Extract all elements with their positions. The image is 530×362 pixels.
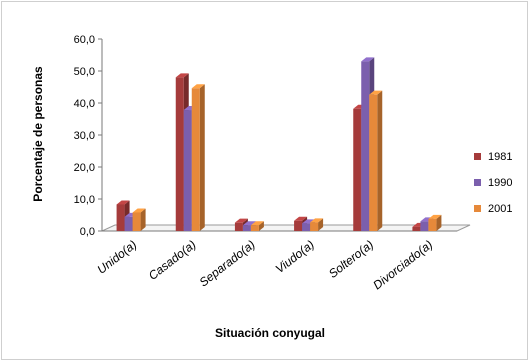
legend-label: 1981 <box>488 151 512 163</box>
bar-front <box>132 212 141 231</box>
bar <box>191 84 205 231</box>
bar-front <box>294 220 303 231</box>
legend-item: 1990 <box>474 177 512 189</box>
x-tick-label: Divorciado(a) <box>370 237 435 292</box>
legend-item: 2001 <box>474 203 512 215</box>
bar-top <box>302 219 316 224</box>
bar-front <box>412 226 421 231</box>
bar-top <box>310 218 324 223</box>
bar-front <box>175 77 184 232</box>
bar-front <box>310 222 319 231</box>
bar-top <box>242 221 256 226</box>
bar-front <box>302 223 311 231</box>
bar <box>310 218 324 231</box>
x-axis-tick-labels: Unido(a) Casado(a)Separado(a) Viudo(a) Solt… <box>95 237 436 292</box>
bar-side <box>199 84 205 231</box>
bar-front <box>361 61 370 232</box>
bar-side <box>377 90 383 232</box>
bar-side <box>436 214 442 231</box>
y-tick-label: 30,0 <box>74 130 95 142</box>
x-tick-label: Unido(a) <box>95 237 140 276</box>
bars-group <box>116 57 442 232</box>
bar-top <box>175 73 189 78</box>
bar-top <box>191 84 205 89</box>
bar-side <box>318 218 324 231</box>
bar-front <box>116 204 125 231</box>
y-tick-label: 0,0 <box>80 226 95 238</box>
bar-top <box>369 90 383 95</box>
bar-front <box>353 108 362 231</box>
bar-front <box>250 225 259 231</box>
y-tick-label: 50,0 <box>74 66 95 78</box>
legend-swatch <box>474 205 481 212</box>
bar-top <box>234 218 248 223</box>
legend-item: 1981 <box>474 151 512 163</box>
bar-top <box>294 216 308 221</box>
legend-label: 2001 <box>488 203 512 215</box>
legend-label: 1990 <box>488 177 512 189</box>
bar-top <box>250 221 264 226</box>
bar <box>369 90 383 232</box>
bar-side <box>258 221 264 231</box>
x-tick-label: Viudo(a) <box>273 237 317 276</box>
x-tick-label: Casado(a) <box>146 237 199 283</box>
bar-front <box>428 218 437 231</box>
x-tick-label: Soltero(a) <box>326 237 376 280</box>
legend-swatch <box>474 179 481 186</box>
bar-front <box>420 221 429 231</box>
bar-front <box>369 94 378 232</box>
bar-side <box>140 208 146 231</box>
y-tick-label: 60,0 <box>74 34 95 46</box>
bar-top <box>132 208 146 213</box>
bar <box>428 214 442 231</box>
x-axis-label: Situación conyugal <box>215 326 325 340</box>
bar-top <box>361 57 375 62</box>
y-tick-label: 20,0 <box>74 162 95 174</box>
bar-front <box>234 222 243 231</box>
bar <box>132 208 146 231</box>
bar-front <box>242 225 251 231</box>
bar-front <box>191 88 200 231</box>
bar <box>250 221 264 231</box>
y-axis-label: Porcentaje de personas <box>31 66 45 202</box>
bar-top <box>428 214 442 219</box>
y-tick-label: 40,0 <box>74 98 95 110</box>
bar-front <box>183 110 192 231</box>
x-tick-label: Separado(a) <box>197 237 258 289</box>
legend: 1981 1990 2001 <box>474 151 512 215</box>
y-tick-label: 10,0 <box>74 194 95 206</box>
bar-top <box>116 200 130 205</box>
bar-front <box>124 216 133 231</box>
legend-swatch <box>474 153 481 160</box>
y-axis: 0,0 10,0 20,0 30,0 40,0 50,0 60,0 <box>74 34 103 238</box>
